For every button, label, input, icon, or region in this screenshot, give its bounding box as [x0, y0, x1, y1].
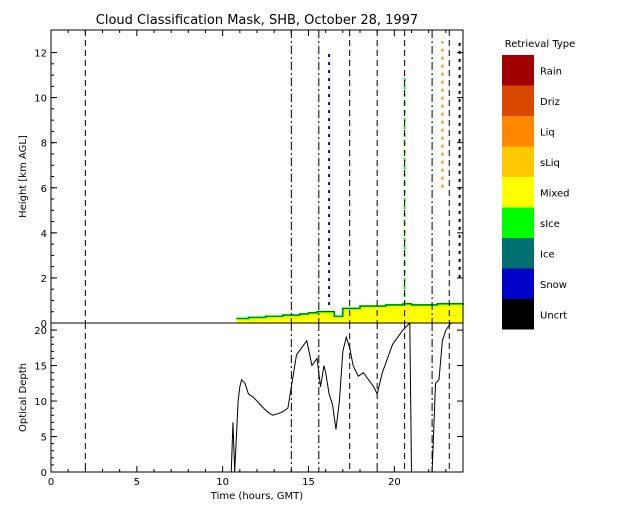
legend-label-mixed: Mixed	[540, 188, 570, 199]
chart-title: Cloud Classification Mask, SHB, October …	[96, 13, 418, 28]
legend-label-uncrt: Uncrt	[540, 310, 567, 321]
top-ytick-label-3: 6	[41, 184, 47, 195]
optical-depth-line	[230, 321, 457, 473]
top-ytick-label-4: 8	[41, 139, 47, 150]
xtick-label-1: 5	[134, 477, 140, 488]
legend-swatch-mixed	[502, 177, 534, 208]
legend-label-driz: Driz	[540, 97, 560, 108]
legend-swatch-sliq	[502, 146, 534, 177]
bottom-ytick-label-4: 20	[34, 326, 47, 337]
retrieval-type-legend: Retrieval Type Rain Driz Liq sLiq Mixed sIce Ic…	[502, 39, 575, 330]
legend-label-sice: sIce	[540, 219, 560, 230]
bottom-ytick-label-1: 5	[41, 433, 47, 444]
legend-swatch-sice	[502, 207, 534, 238]
legend-label-sliq: sLiq	[540, 158, 560, 169]
xtick-label-3: 15	[302, 477, 315, 488]
top-ylabel: Height [km AGL]	[18, 135, 29, 218]
cloud-mask-panel: 0 2 4 6 8 10 12 Height [km AGL]	[18, 29, 464, 330]
top-ytick-label-5: 10	[34, 94, 47, 105]
legend-swatch-rain	[502, 55, 534, 86]
legend-label-rain: Rain	[540, 66, 562, 77]
legend-swatch-snow	[502, 268, 534, 299]
bottom-ylabel: Optical Depth	[18, 363, 29, 432]
x-axis-label: Time (hours, GMT)	[210, 491, 304, 502]
top-ytick-label-0: 0	[41, 319, 47, 330]
legend-label-snow: Snow	[540, 280, 567, 291]
legend-title: Retrieval Type	[505, 39, 576, 50]
top-ytick-label-6: 12	[34, 49, 47, 60]
top-ytick-label-1: 2	[41, 274, 47, 285]
xtick-label-0: 0	[48, 477, 54, 488]
xtick-label-4: 20	[388, 477, 401, 488]
legend-label-liq: Liq	[540, 127, 555, 138]
top-ytick-label-2: 4	[41, 229, 47, 240]
legend-label-ice: Ice	[540, 249, 555, 260]
bottom-ytick-label-0: 0	[41, 468, 47, 479]
legend-swatch-liq	[502, 116, 534, 147]
legend-swatch-ice	[502, 238, 534, 269]
legend-swatch-uncrt	[502, 299, 534, 330]
legend-swatch-driz	[502, 85, 534, 116]
bottom-ytick-label-3: 15	[34, 362, 47, 373]
top-plot-frame	[50, 29, 464, 324]
cloud-top-outline	[236, 303, 464, 319]
bottom-ytick-label-2: 10	[34, 397, 47, 408]
bottom-plot-frame	[50, 322, 464, 473]
xtick-label-2: 10	[216, 477, 229, 488]
